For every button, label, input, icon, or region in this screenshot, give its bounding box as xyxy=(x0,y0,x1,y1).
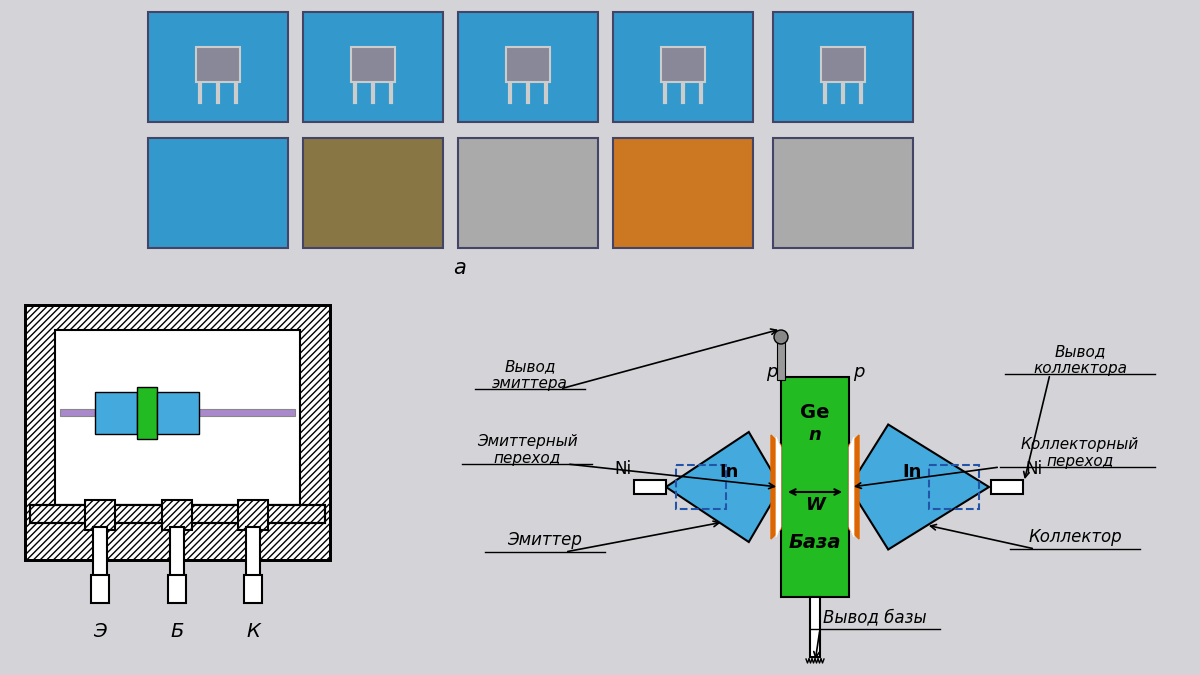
Text: Ge: Ge xyxy=(800,402,829,421)
Bar xyxy=(781,377,850,597)
Bar xyxy=(85,500,115,530)
Bar xyxy=(91,575,109,603)
Bar xyxy=(661,47,706,82)
Bar xyxy=(773,12,913,122)
Text: p: p xyxy=(853,363,864,381)
Bar xyxy=(238,500,268,530)
Bar xyxy=(25,305,330,560)
Text: Эмиттер: Эмиттер xyxy=(508,531,582,549)
Polygon shape xyxy=(850,425,989,549)
Bar xyxy=(773,138,913,248)
Bar xyxy=(352,47,395,82)
Bar xyxy=(458,12,598,122)
Bar xyxy=(810,597,820,657)
Bar xyxy=(991,480,1022,494)
Bar xyxy=(162,500,192,530)
Bar xyxy=(246,527,260,597)
Text: а: а xyxy=(454,258,467,278)
Polygon shape xyxy=(772,435,781,539)
Polygon shape xyxy=(850,435,859,539)
Bar xyxy=(458,138,598,248)
Text: Коллекторный
переход: Коллекторный переход xyxy=(1021,437,1139,469)
Bar xyxy=(170,527,184,597)
Bar xyxy=(821,47,865,82)
Text: In: In xyxy=(902,463,922,481)
Text: Ni: Ni xyxy=(1025,460,1042,478)
Bar xyxy=(302,138,443,248)
Text: Вывод
эмиттера: Вывод эмиттера xyxy=(492,359,568,392)
Bar xyxy=(55,330,300,505)
Text: Эмиттерный
переход: Эмиттерный переход xyxy=(476,434,577,466)
Text: База: База xyxy=(788,533,841,551)
Bar xyxy=(244,575,262,603)
Text: W: W xyxy=(805,496,824,514)
Bar xyxy=(168,575,186,603)
Bar xyxy=(157,392,199,434)
Text: p: p xyxy=(766,363,778,381)
Text: Вывод базы: Вывод базы xyxy=(823,608,926,626)
Polygon shape xyxy=(666,432,781,542)
Bar xyxy=(148,138,288,248)
Polygon shape xyxy=(776,437,781,537)
Text: К: К xyxy=(246,622,260,641)
Text: n: n xyxy=(809,426,822,444)
Bar xyxy=(778,342,785,380)
Bar xyxy=(613,12,754,122)
Text: Б: Б xyxy=(170,622,184,641)
Text: Вывод
коллектора: Вывод коллектора xyxy=(1033,344,1127,376)
Bar xyxy=(302,12,443,122)
Bar xyxy=(137,387,157,439)
Text: Ni: Ni xyxy=(614,460,632,478)
Bar xyxy=(148,12,288,122)
Bar xyxy=(30,505,325,523)
Bar xyxy=(929,465,979,509)
Bar xyxy=(196,47,240,82)
Text: Коллектор: Коллектор xyxy=(1028,528,1122,546)
Bar xyxy=(60,409,295,416)
Bar xyxy=(25,305,330,560)
Bar xyxy=(676,465,726,509)
Bar xyxy=(506,47,550,82)
Text: In: In xyxy=(720,463,739,481)
Bar xyxy=(634,480,666,494)
Polygon shape xyxy=(850,437,854,537)
Bar xyxy=(613,138,754,248)
Text: Э: Э xyxy=(94,622,107,641)
Bar xyxy=(94,527,107,597)
Bar xyxy=(95,392,137,434)
Circle shape xyxy=(774,330,788,344)
Bar xyxy=(30,505,325,523)
